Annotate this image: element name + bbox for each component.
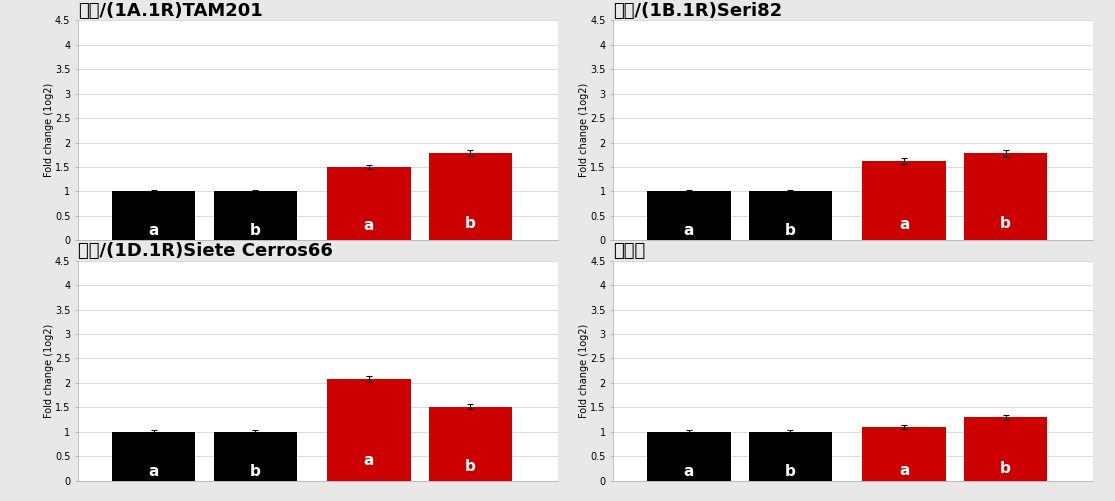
Bar	[429, 153, 512, 240]
Text: b: b	[465, 215, 476, 230]
Text: b: b	[785, 223, 796, 238]
Text: a: a	[683, 223, 695, 238]
Bar	[749, 432, 832, 481]
Bar	[113, 191, 195, 240]
Text: 금강/(1D.1R)Siete Cerros66: 금강/(1D.1R)Siete Cerros66	[78, 242, 333, 261]
Text: b: b	[250, 463, 261, 478]
Text: 금강/(1A.1R)TAM201: 금강/(1A.1R)TAM201	[78, 2, 263, 20]
Bar	[327, 167, 410, 240]
Bar	[749, 191, 832, 240]
Text: b: b	[1000, 215, 1011, 230]
Bar	[964, 417, 1047, 481]
Text: 금강밀: 금강밀	[613, 242, 646, 261]
Text: b: b	[1000, 461, 1011, 476]
Bar	[964, 153, 1047, 240]
Y-axis label: Fold change (1og2): Fold change (1og2)	[43, 83, 54, 177]
Text: a: a	[363, 218, 375, 233]
Bar	[648, 191, 730, 240]
Text: b: b	[785, 463, 796, 478]
Text: a: a	[363, 453, 375, 468]
Y-axis label: Fold change (1og2): Fold change (1og2)	[579, 83, 589, 177]
Bar	[429, 406, 512, 481]
Bar	[327, 379, 410, 481]
Bar	[862, 161, 946, 240]
Text: a: a	[148, 463, 159, 478]
Text: b: b	[465, 458, 476, 473]
Text: b: b	[250, 223, 261, 238]
Text: a: a	[899, 463, 910, 477]
Bar	[214, 191, 297, 240]
Text: a: a	[899, 217, 910, 232]
Bar	[648, 432, 730, 481]
Bar	[214, 432, 297, 481]
Bar	[113, 432, 195, 481]
Text: a: a	[683, 463, 695, 478]
Y-axis label: Fold change (1og2): Fold change (1og2)	[43, 324, 54, 418]
Text: 금강/(1B.1R)Seri82: 금강/(1B.1R)Seri82	[613, 2, 783, 20]
Y-axis label: Fold change (1og2): Fold change (1og2)	[579, 324, 589, 418]
Bar	[862, 427, 946, 481]
Text: a: a	[148, 223, 159, 238]
